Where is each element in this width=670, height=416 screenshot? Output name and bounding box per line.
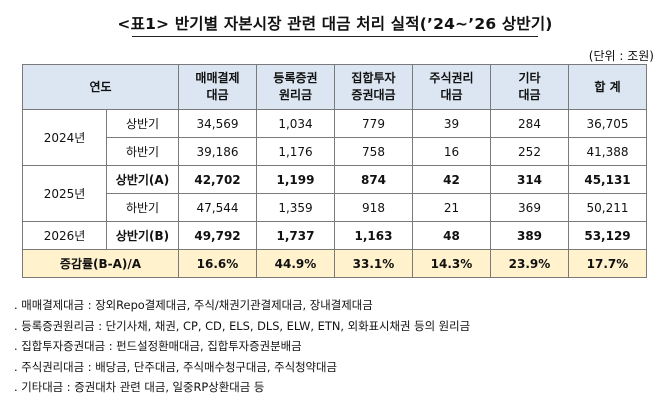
table-title: <표1> 반기별 자본시장 관련 대금 처리 실적(’24~’26 상반기) bbox=[117, 15, 553, 33]
total-cell: 36,705 bbox=[568, 109, 647, 138]
value-cell: 779 bbox=[334, 109, 413, 138]
value-cell: 39,186 bbox=[178, 137, 257, 166]
rate-cell: 17.7% bbox=[568, 249, 647, 278]
performance-table: 연도 매매결제 대금 등록증권 원리금 집합투자 증권대금 주식권리 대금 기타… bbox=[22, 64, 647, 278]
total-cell: 45,131 bbox=[568, 165, 647, 194]
rate-cell: 33.1% bbox=[334, 249, 413, 278]
value-cell: 42 bbox=[412, 165, 491, 194]
value-cell: 42,702 bbox=[178, 165, 257, 194]
value-cell: 389 bbox=[490, 221, 569, 250]
value-cell: 1,359 bbox=[256, 193, 335, 222]
unit-label: (단위 : 조원) bbox=[588, 49, 654, 63]
value-cell: 1,034 bbox=[256, 109, 335, 138]
footnote: . 주식권리대금 : 배당금, 단주대금, 주식매수청구대금, 주식청약대금 bbox=[14, 359, 337, 374]
half-cell: 상반기(A) bbox=[106, 165, 179, 194]
title-underline bbox=[132, 36, 538, 37]
rate-cell: 14.3% bbox=[412, 249, 491, 278]
footnote: . 집합투자증권대금 : 펀드설정환매대금, 집합투자증권분배금 bbox=[14, 339, 302, 353]
total-cell: 53,129 bbox=[568, 221, 647, 250]
header-year: 연도 bbox=[22, 64, 179, 110]
header-trading-settlement: 매매결제 대금 bbox=[178, 64, 257, 110]
value-cell: 252 bbox=[490, 137, 569, 166]
half-cell: 하반기 bbox=[106, 137, 179, 166]
value-cell: 1,737 bbox=[256, 221, 335, 250]
value-cell: 39 bbox=[412, 109, 491, 138]
table-row: 2025년 상반기(A) 42,702 1,199 874 42 314 45,… bbox=[22, 165, 647, 222]
half-cell: 상반기(B) bbox=[106, 221, 179, 250]
table-row: 2024년 상반기 34,569 1,034 779 39 284 36,705 bbox=[22, 109, 647, 166]
year-cell: 2026년 bbox=[22, 221, 107, 250]
value-cell: 48 bbox=[412, 221, 491, 250]
rate-cell: 16.6% bbox=[178, 249, 257, 278]
header-stock-rights: 주식권리 대금 bbox=[412, 64, 491, 110]
half-cell: 상반기 bbox=[106, 109, 179, 138]
growth-rate-label: 증감률(B-A)/A bbox=[22, 249, 179, 278]
footnote: . 기타대금 : 증권대차 관련 대금, 일중RP상환대금 등 bbox=[14, 380, 265, 394]
year-cell: 2024년 bbox=[22, 109, 107, 166]
value-cell: 1,199 bbox=[256, 165, 335, 194]
value-cell: 21 bbox=[412, 193, 491, 222]
footnote: . 매매결제대금 : 장외Repo결제대금, 주식/채권기관결제대금, 장내결제… bbox=[14, 298, 373, 312]
footnote: . 등록증권원리금 : 단기사채, 채권, CP, CD, ELS, DLS, … bbox=[14, 318, 471, 333]
value-cell: 1,176 bbox=[256, 137, 335, 166]
table-row: 2026년 상반기(B) 49,792 1,737 1,163 48 389 5… bbox=[22, 221, 647, 250]
growth-rate-row: 증감률(B-A)/A 16.6% 44.9% 33.1% 14.3% 23.9%… bbox=[22, 249, 647, 278]
rate-cell: 23.9% bbox=[490, 249, 569, 278]
value-cell: 314 bbox=[490, 165, 569, 194]
value-cell: 1,163 bbox=[334, 221, 413, 250]
value-cell: 758 bbox=[334, 137, 413, 166]
footnotes: . 매매결제대금 : 장외Repo결제대금, 주식/채권기관결제대금, 장내결제… bbox=[14, 295, 470, 398]
header-other: 기타 대금 bbox=[490, 64, 569, 110]
value-cell: 34,569 bbox=[178, 109, 257, 138]
value-cell: 284 bbox=[490, 109, 569, 138]
year-cell: 2025년 bbox=[22, 165, 107, 222]
total-cell: 41,388 bbox=[568, 137, 647, 166]
value-cell: 49,792 bbox=[178, 221, 257, 250]
total-cell: 50,211 bbox=[568, 193, 647, 222]
table-row: 하반기 47,544 1,359 918 21 369 50,211 bbox=[23, 193, 647, 222]
table-row: 하반기 39,186 1,176 758 16 252 41,388 bbox=[23, 137, 647, 166]
rate-cell: 44.9% bbox=[256, 249, 335, 278]
header-collective-investment: 집합투자 증권대금 bbox=[334, 64, 413, 110]
value-cell: 47,544 bbox=[178, 193, 257, 222]
half-cell: 하반기 bbox=[106, 193, 179, 222]
header-registered-securities: 등록증권 원리금 bbox=[256, 64, 335, 110]
value-cell: 369 bbox=[490, 193, 569, 222]
table-header-row: 연도 매매결제 대금 등록증권 원리금 집합투자 증권대금 주식권리 대금 기타… bbox=[22, 64, 647, 110]
value-cell: 918 bbox=[334, 193, 413, 222]
value-cell: 874 bbox=[334, 165, 413, 194]
value-cell: 16 bbox=[412, 137, 491, 166]
header-total: 합 계 bbox=[568, 64, 647, 110]
